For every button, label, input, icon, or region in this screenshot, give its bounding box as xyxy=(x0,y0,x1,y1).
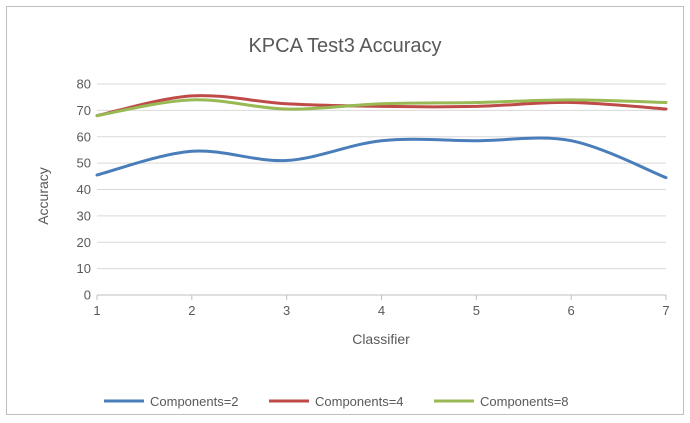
legend-label-3: Components=8 xyxy=(480,394,569,409)
y-tick-label: 60 xyxy=(77,129,91,144)
x-tick-label: 5 xyxy=(473,303,480,318)
series-line-1 xyxy=(95,136,668,180)
y-tick-label: 20 xyxy=(77,235,91,250)
x-tick-label: 4 xyxy=(378,303,385,318)
x-axis-title: Classifier xyxy=(352,331,410,347)
legend: Components=2 Components=4 Components=8 xyxy=(104,394,569,409)
legend-label-2: Components=4 xyxy=(315,394,404,409)
y-tick-label: 70 xyxy=(77,103,91,118)
x-tick-label: 1 xyxy=(93,303,100,318)
series-line-3 xyxy=(95,98,668,118)
x-tick-label: 6 xyxy=(568,303,575,318)
chart-frame xyxy=(6,6,684,415)
y-tick-label: 0 xyxy=(84,288,91,303)
gridlines xyxy=(97,83,666,270)
legend-label-1: Components=2 xyxy=(150,394,239,409)
axes xyxy=(96,294,667,300)
y-tick-label: 80 xyxy=(77,77,91,92)
chart-title: KPCA Test3 Accuracy xyxy=(248,35,441,57)
series-line-2 xyxy=(95,94,668,118)
y-tick-label: 10 xyxy=(77,261,91,276)
y-tick-label: 40 xyxy=(77,182,91,197)
y-tick-label: 30 xyxy=(77,208,91,223)
x-tick-label: 7 xyxy=(662,303,669,318)
series-lines xyxy=(95,94,668,180)
y-tick-label: 50 xyxy=(77,156,91,171)
y-tick-labels: 0 10 20 30 40 50 60 70 80 xyxy=(77,77,91,303)
x-tick-labels: 1 2 3 4 5 6 7 xyxy=(93,303,669,318)
x-tick-label: 3 xyxy=(283,303,290,318)
x-tick-label: 2 xyxy=(188,303,195,318)
y-axis-title: Accuracy xyxy=(35,167,51,225)
